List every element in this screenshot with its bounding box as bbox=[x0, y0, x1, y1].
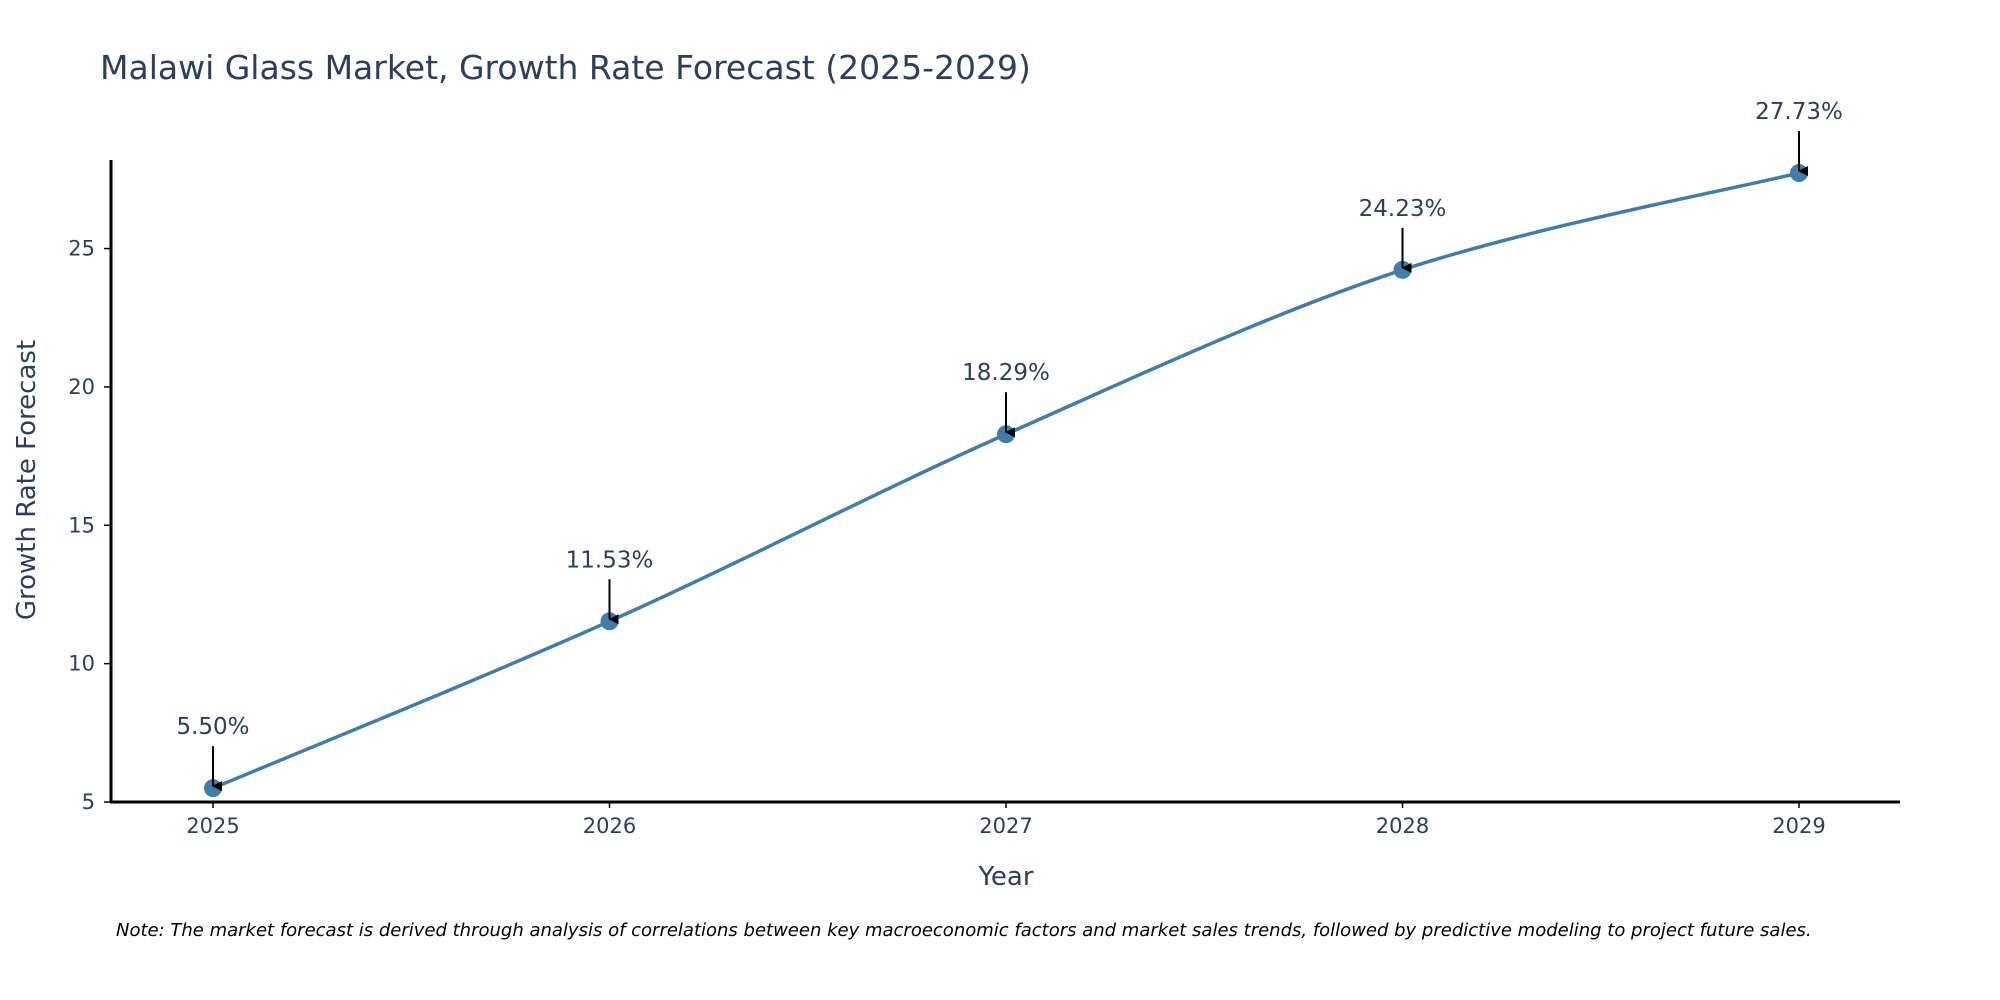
data-label: 18.29% bbox=[962, 360, 1050, 386]
y-tick-label: 25 bbox=[68, 237, 95, 261]
x-tick-label: 2025 bbox=[186, 814, 239, 838]
chart-title: Malawi Glass Market, Growth Rate Forecas… bbox=[100, 48, 1031, 87]
y-tick-label: 15 bbox=[68, 513, 95, 537]
x-tick-label: 2028 bbox=[1376, 814, 1429, 838]
y-tick-label: 10 bbox=[68, 652, 95, 676]
data-label: 27.73% bbox=[1755, 99, 1843, 125]
x-tick-label: 2029 bbox=[1772, 814, 1825, 838]
data-label: 5.50% bbox=[176, 714, 249, 740]
data-label: 11.53% bbox=[566, 547, 654, 573]
x-tick-label: 2026 bbox=[583, 814, 636, 838]
y-tick-label: 20 bbox=[68, 375, 95, 399]
y-axis-title: Growth Rate Forecast bbox=[12, 340, 42, 620]
x-tick-label: 2027 bbox=[979, 814, 1032, 838]
series-line bbox=[211, 171, 1801, 790]
x-axis-title: Year bbox=[977, 862, 1033, 892]
footer-note: Note: The market forecast is derived thr… bbox=[116, 920, 1812, 941]
y-tick-label: 5 bbox=[82, 790, 95, 814]
data-label: 24.23% bbox=[1359, 196, 1447, 222]
